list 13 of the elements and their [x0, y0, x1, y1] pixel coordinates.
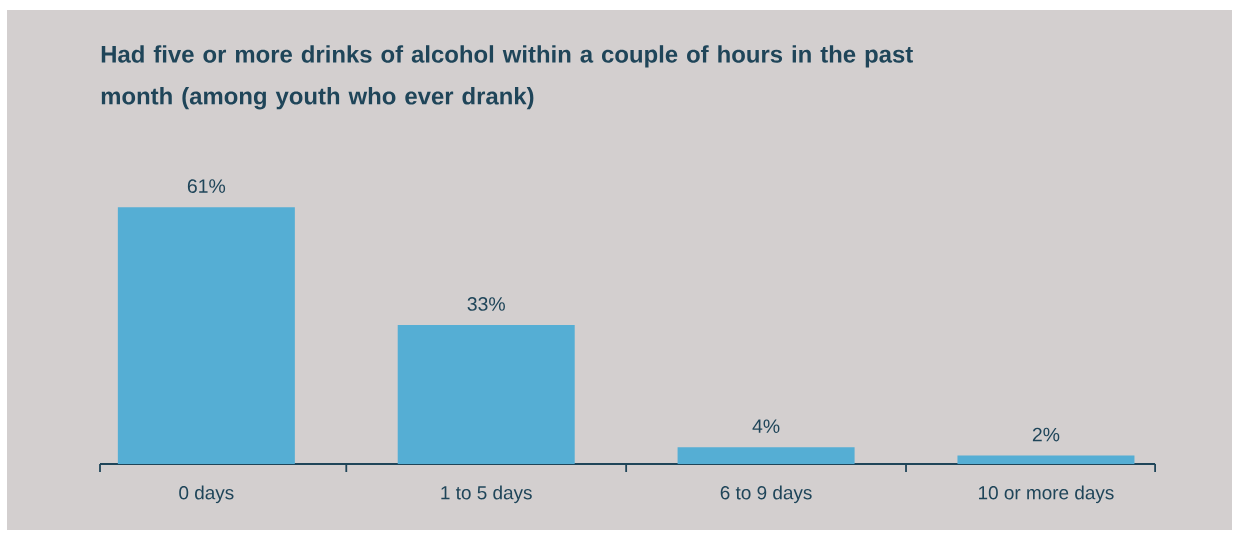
x-tick-label: 1 to 5 days	[441, 485, 532, 504]
data-label: 33%	[467, 297, 505, 311]
x-tick-label: 10 or more days	[979, 485, 1114, 504]
data-label: 2%	[1032, 427, 1060, 442]
x-tick-label: 0 days	[179, 485, 234, 504]
data-label: 61%	[187, 179, 226, 193]
bar	[677, 447, 855, 464]
chart-title: Had five or more drinks of alcohol within a couple of hours in the past month (among youth who ever drank)	[101, 45, 913, 110]
x-tick-label: 6 to 9 days	[720, 485, 812, 504]
bar	[957, 455, 1135, 464]
bar	[397, 325, 575, 464]
bar	[117, 207, 295, 464]
data-label: 4%	[752, 419, 780, 433]
